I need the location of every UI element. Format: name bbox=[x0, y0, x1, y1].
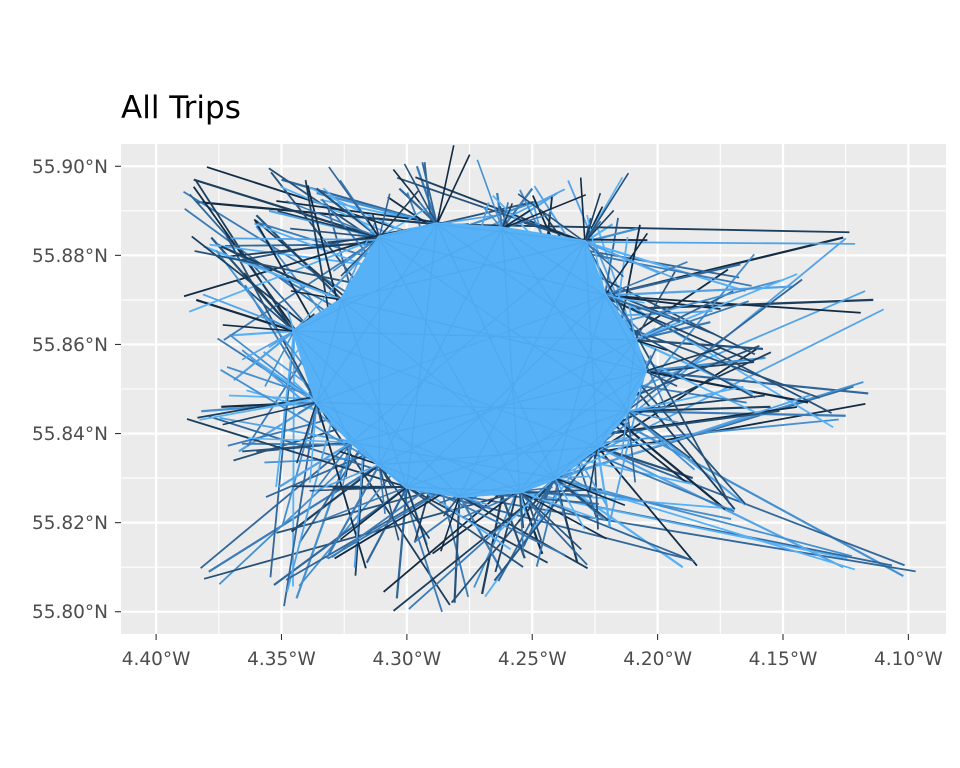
y-tick-label: 55.88°N bbox=[32, 246, 108, 267]
x-tick-label: 4.10°W bbox=[874, 649, 943, 670]
y-tick-label: 55.86°N bbox=[32, 335, 108, 356]
y-tick-label: 55.90°N bbox=[32, 157, 108, 178]
x-tick-label: 4.25°W bbox=[498, 649, 567, 670]
x-axis: 4.40°W 4.35°W 4.30°W 4.25°W 4.20°W 4.15°W 4.10… bbox=[122, 634, 943, 670]
x-tick-label: 4.35°W bbox=[247, 649, 316, 670]
y-tick-label: 55.80°N bbox=[32, 602, 108, 623]
y-tick-label: 55.84°N bbox=[32, 424, 108, 445]
y-tick-label: 55.82°N bbox=[32, 513, 108, 534]
x-tick-label: 4.40°W bbox=[122, 649, 191, 670]
x-tick-label: 4.15°W bbox=[749, 649, 818, 670]
x-tick-label: 4.30°W bbox=[372, 649, 441, 670]
y-axis: 55.80°N 55.82°N 55.84°N 55.86°N 55.88°N 55.90… bbox=[32, 157, 121, 623]
x-tick-label: 4.20°W bbox=[623, 649, 692, 670]
